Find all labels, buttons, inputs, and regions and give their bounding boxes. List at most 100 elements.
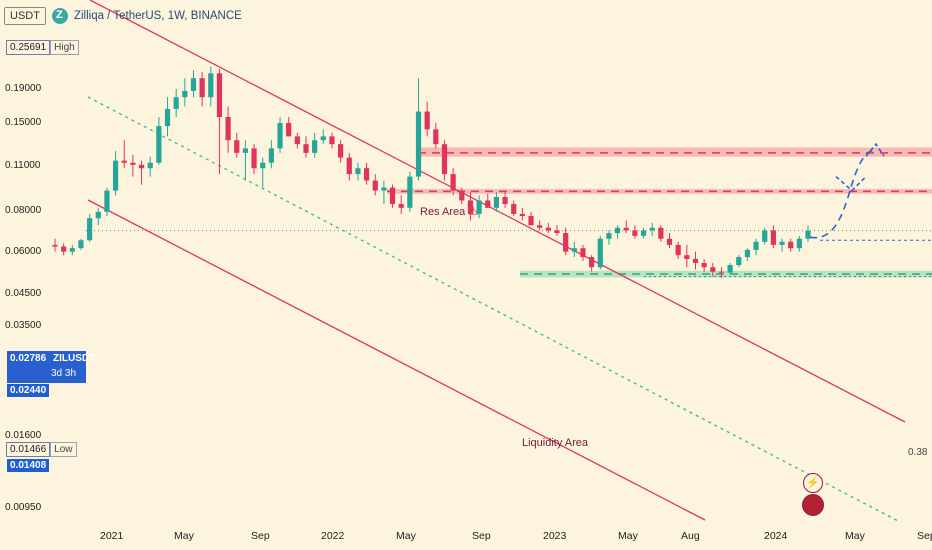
candle-body [372,180,378,191]
channel-upper-line [89,0,906,423]
candle-body [407,176,413,208]
price-tick-label: 0.15000 [5,117,42,128]
price-tick-label: 0.04500 [5,288,42,299]
resistance-zone [418,147,932,157]
candle-body [95,211,101,219]
candle-body [450,174,456,191]
symbol-currency-button[interactable]: USDT [4,7,46,25]
candle-body [684,255,690,259]
candle-body [692,259,699,263]
price-tick-label: 0.01600 [5,430,42,441]
candle-body [675,244,681,256]
candle-body [597,238,603,268]
level-price-tag: 0.02440 [7,384,50,397]
candle-body [389,187,396,205]
liquidity-area-label: Liquidity Area [522,437,589,449]
candle-body [320,136,326,141]
candle-body [173,97,179,109]
high-price-label: 0.25691 High [6,40,79,55]
candle-body [571,248,577,252]
time-tick-label: 2021 [100,530,124,542]
candle-body [104,190,110,212]
time-tick-label: 2023 [543,530,567,542]
low-tag: Low [50,442,77,457]
high-value: 0.25691 [6,40,51,55]
candle-body [234,140,240,153]
candle-body [130,162,136,165]
lightning-event-icon[interactable]: ⚡ [803,473,823,493]
channel-median-line [87,96,901,523]
candle-body [545,227,551,231]
time-tick-label: Sep [472,530,491,542]
candle-body [138,164,145,169]
candle-body [606,233,612,239]
candle-body [554,230,560,234]
candle-body [190,78,197,91]
candle-body [537,225,543,228]
candle-body [614,227,621,234]
candle-body [753,241,759,250]
candle-body [467,200,474,214]
time-tick-label: May [174,530,194,542]
candle-body [528,216,534,226]
high-tag: High [50,40,79,55]
candle-body [727,265,733,273]
low-value: 0.01466 [6,442,51,457]
candle-body [424,111,430,130]
candle-body [736,257,742,266]
warning-triangle-icon: ⚠ [468,206,479,218]
candle-body [294,136,300,145]
time-tick-label: 2024 [764,530,788,542]
fib-level-label: 0.38 [908,447,928,458]
candle-body [805,230,811,239]
time-tick-label: May [396,530,416,542]
price-tick-label: 0.03500 [5,320,42,331]
candle-body [640,230,647,236]
candle-body [312,140,318,153]
candle-body [701,262,707,268]
candle-body [277,122,283,149]
time-tick-label: May [618,530,638,542]
candle-body [61,246,67,252]
us-economic-event-icon[interactable] [802,494,824,516]
candle-body [796,238,802,249]
candle-body [260,162,266,169]
candle-body [744,249,751,258]
price-tick-label: 0.11000 [5,160,41,171]
price-tick-label: 0.08000 [5,205,42,216]
candle-body [658,227,664,239]
candle-body [502,197,508,205]
candle-body [251,148,257,169]
candle-body [459,190,465,201]
time-tick-label: May [845,530,865,542]
candle-body [415,111,422,177]
candle-body [52,244,58,247]
price-tick-label: 0.19000 [5,83,42,94]
candle-body [779,241,785,245]
candle-body [666,238,673,245]
candle-body [511,204,517,214]
candle-body [69,248,75,252]
low-close-tag: 0.01408 [7,459,50,472]
chart-header: USDT Zilliqa / TetherUS, 1W, BINANCE [4,7,242,25]
time-tick-label: Sep [251,530,270,542]
channel-lower-line [87,199,706,521]
candle-body [346,157,352,175]
candle-body [78,240,84,249]
res-area-label: Res Area ⚠ [420,206,479,218]
candle-body [381,187,387,191]
candle-body [87,218,93,241]
candle-body [788,241,794,249]
current-price-value: 0.02786 [10,353,47,364]
candle-body [623,227,629,231]
low-price-label: 0.01466 Low [6,442,77,457]
candle-body [649,227,655,231]
candle-body [493,197,500,208]
candle-body [710,267,716,272]
candle-body [268,148,274,163]
candle-body [363,168,370,181]
candle-body [355,168,361,175]
projection-path [809,149,877,239]
candle-body [156,126,162,163]
